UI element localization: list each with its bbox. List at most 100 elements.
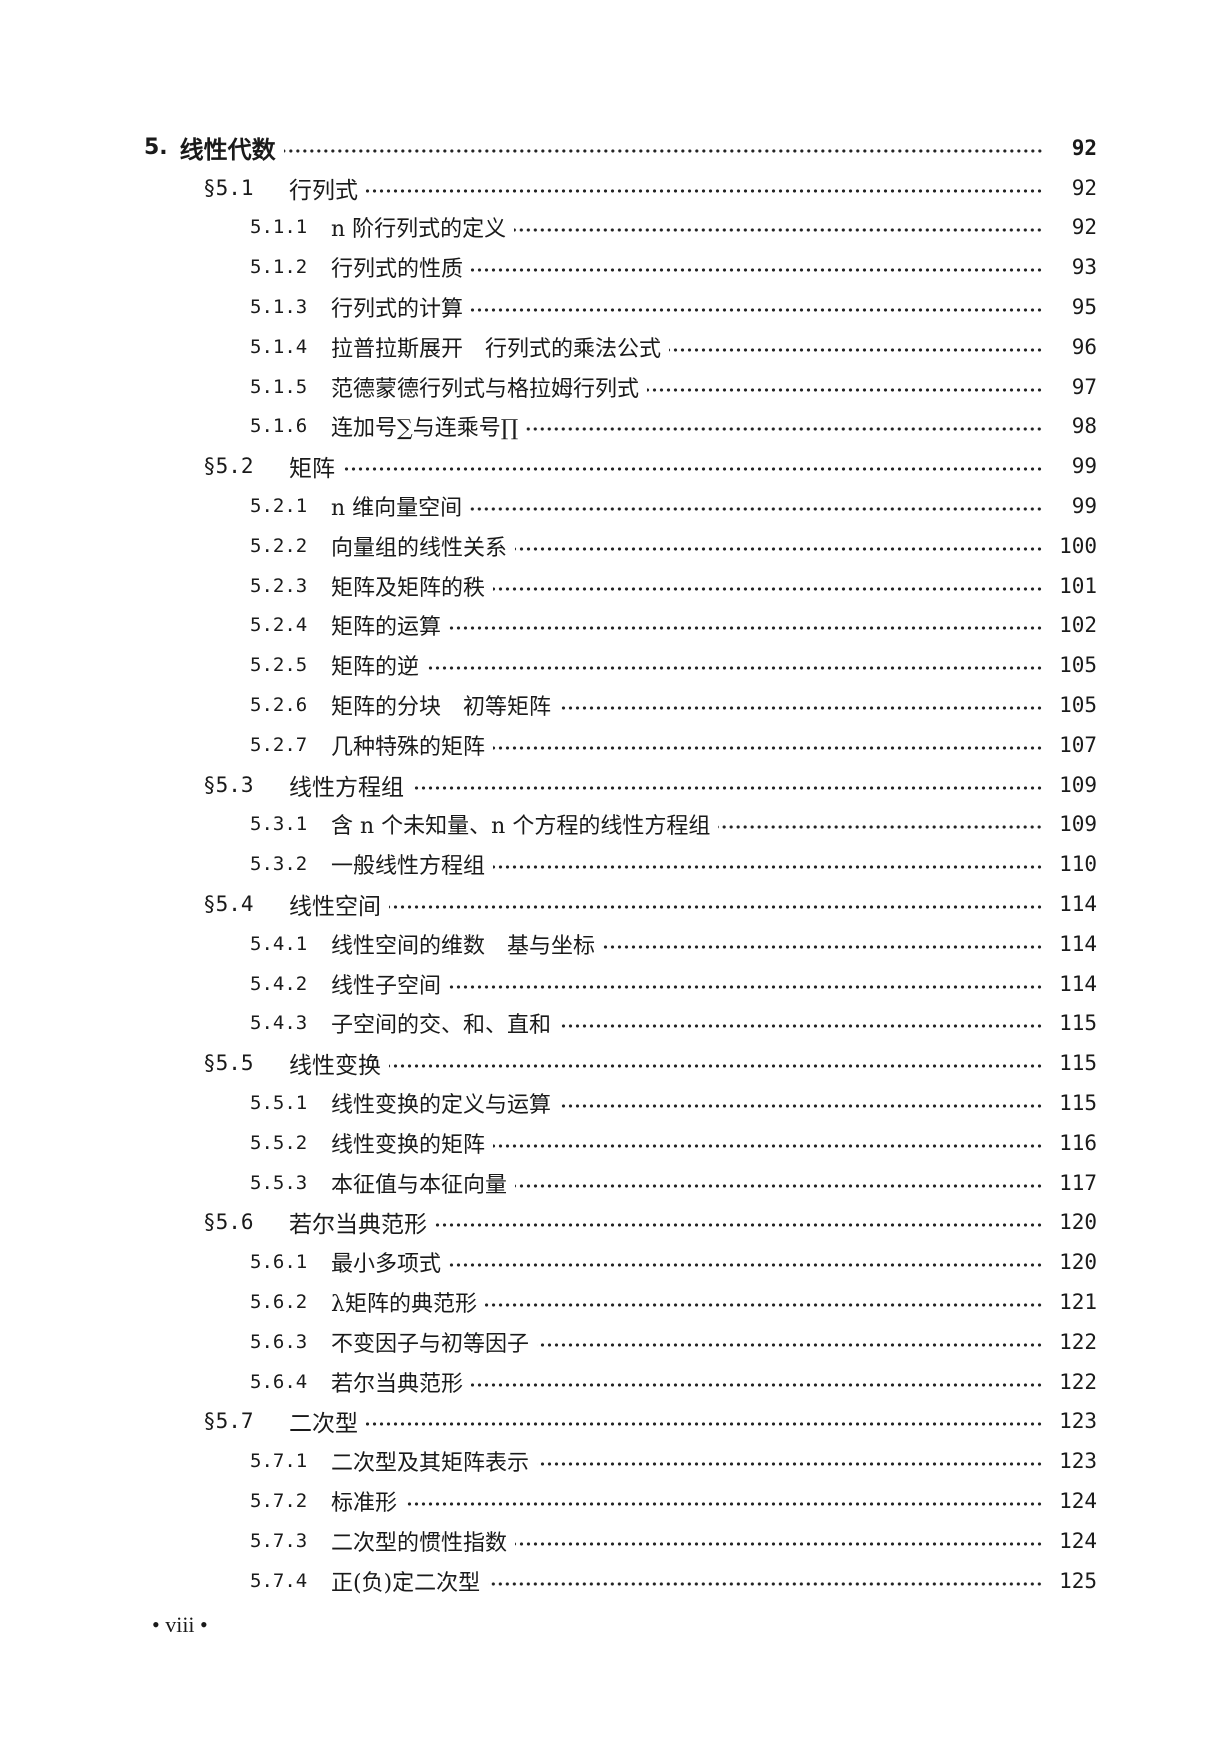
entry-title: 矩阵及矩阵的秩 [331,575,486,601]
dot-leader [435,1222,1043,1229]
toc-entry-sub: 5.6.4 若尔当典范形 122 [0,1362,1210,1402]
dot-leader [389,1063,1043,1070]
entry-page: 101 [1059,573,1097,598]
dot-leader [470,506,1043,513]
entry-number: 5.7.3 [250,1529,308,1552]
entry-number: 5.2.7 [250,733,308,756]
toc-entry-sub: 5.2.2 向量组的线性关系 100 [0,526,1210,566]
entry-number: 5.2.5 [250,654,308,677]
dot-leader [412,784,1043,791]
entry-title: 线性变换的矩阵 [331,1132,486,1158]
entry-number: 5.3.1 [250,813,308,836]
entry-title: 本征值与本征向量 [331,1172,508,1198]
entry-number: 5.6.1 [250,1251,308,1274]
entry-title: 几种特殊的矩阵 [331,734,486,760]
toc-entry-sub: 5.2.7 几种特殊的矩阵 107 [0,725,1210,765]
dot-leader [471,1381,1043,1388]
entry-title: 线性代数 [179,135,276,165]
entry-number: 5.7.2 [250,1489,308,1512]
dot-leader [493,864,1043,871]
dot-leader [559,1103,1043,1110]
dot-leader [493,1142,1043,1149]
entry-number: 5.1.6 [250,415,308,438]
entry-number: §5.4 [203,892,254,917]
entry-page: 99 [1071,494,1097,519]
dot-leader [427,665,1043,672]
entry-page: 98 [1071,414,1097,439]
entry-page: 109 [1059,812,1097,837]
entry-number: 5.1.5 [250,375,308,398]
toc-entry-sub: 5.6.3 不变因子与初等因子 122 [0,1322,1210,1362]
toc-entry-sub: 5.1.2 行列式的性质 93 [0,247,1210,287]
entry-page: 114 [1059,892,1097,917]
toc-entry-sub: 5.1.4 拉普拉斯展开 行列式的乘法公式 96 [0,327,1210,367]
entry-title: 行列式的性质 [331,257,464,283]
dot-leader [484,1302,1043,1308]
toc-entry-section: §5.3 线性方程组 109 [0,765,1210,805]
dot-leader [515,1540,1043,1547]
toc-entry-sub: 5.7.2 标准形 124 [0,1481,1210,1521]
entry-title: 线性变换的定义与运算 [331,1093,552,1119]
toc-entry-sub: 5.2.6 矩阵的分块 初等矩阵 105 [0,685,1210,725]
entry-title: 若尔当典范形 [331,1371,464,1397]
dot-leader [718,824,1043,831]
entry-title: 矩阵的运算 [331,615,442,641]
entry-number: 5.7.4 [250,1569,308,1592]
entry-number: 5.4.2 [250,972,308,995]
toc-entry-section: §5.2 矩阵 99 [0,446,1210,486]
toc-entry-sub: 5.1.3 行列式的计算 95 [0,287,1210,327]
toc-entry-sub: 5.4.2 线性子空间 114 [0,964,1210,1004]
entry-title: 二次型的惯性指数 [331,1530,508,1556]
toc-entry-sub: 5.2.4 矩阵的运算 102 [0,606,1210,646]
entry-page: 107 [1059,732,1097,757]
toc-entry-section: §5.6 若尔当典范形 120 [0,1203,1210,1243]
dot-leader [366,187,1043,194]
entry-page: 115 [1059,1011,1097,1036]
entry-number: 5.4.3 [250,1012,308,1035]
entry-number: 5.1.4 [250,335,308,358]
entry-number: §5.7 [203,1409,254,1434]
entry-number: 5.1.3 [250,296,308,319]
entry-number: 5.2.4 [250,614,308,637]
entry-number: 5.6.2 [250,1291,308,1313]
toc-entry-sub: 5.6.2 λ矩阵的典范形 121 [0,1282,1210,1322]
entry-number: 5.1.1 [250,216,308,239]
entry-title: 二次型及其矩阵表示 [331,1451,530,1477]
dot-leader [669,346,1043,353]
dot-leader [283,147,1043,154]
entry-page: 97 [1071,374,1097,399]
dot-leader [449,983,1043,990]
entry-page: 124 [1059,1528,1097,1553]
entry-page: 114 [1059,971,1097,996]
entry-title: n 维向量空间 [331,496,463,522]
dot-leader [514,227,1043,234]
entry-number: §5.1 [203,175,254,200]
entry-page: 92 [1071,215,1097,240]
entry-number: 5.7.1 [250,1450,308,1473]
entry-title: n 阶行列式的定义 [331,217,507,243]
entry-title: 线性方程组 [289,774,404,801]
entry-title: 线性空间的维数 基与坐标 [331,933,596,959]
toc-entry-sub: 5.1.6 连加号∑与连乘号∏ 98 [0,407,1210,447]
dot-leader [471,307,1043,314]
entry-page: 120 [1059,1210,1097,1235]
dot-leader [449,1262,1043,1269]
toc-entry-sub: 5.5.2 线性变换的矩阵 116 [0,1123,1210,1163]
entry-page: 105 [1059,653,1097,678]
entry-title: 线性子空间 [331,973,442,999]
entry-number: 5.2.2 [250,534,308,557]
entry-number: 5.5.3 [250,1171,308,1194]
entry-title: 矩阵 [289,456,335,483]
entry-number: §5.5 [203,1051,254,1076]
dot-leader [537,1461,1043,1468]
entry-page: 116 [1059,1130,1097,1155]
entry-title: 行列式的计算 [331,297,464,323]
dot-leader [405,1500,1043,1507]
entry-number: §5.3 [203,772,254,797]
dot-leader [493,585,1043,592]
toc-entry-sub: 5.6.1 最小多项式 120 [0,1242,1210,1282]
entry-page: 123 [1059,1409,1097,1434]
entry-title: 矩阵的分块 初等矩阵 [331,695,552,721]
entry-title: λ矩阵的典范形 [331,1292,477,1317]
entry-title: 一般线性方程组 [331,854,486,880]
